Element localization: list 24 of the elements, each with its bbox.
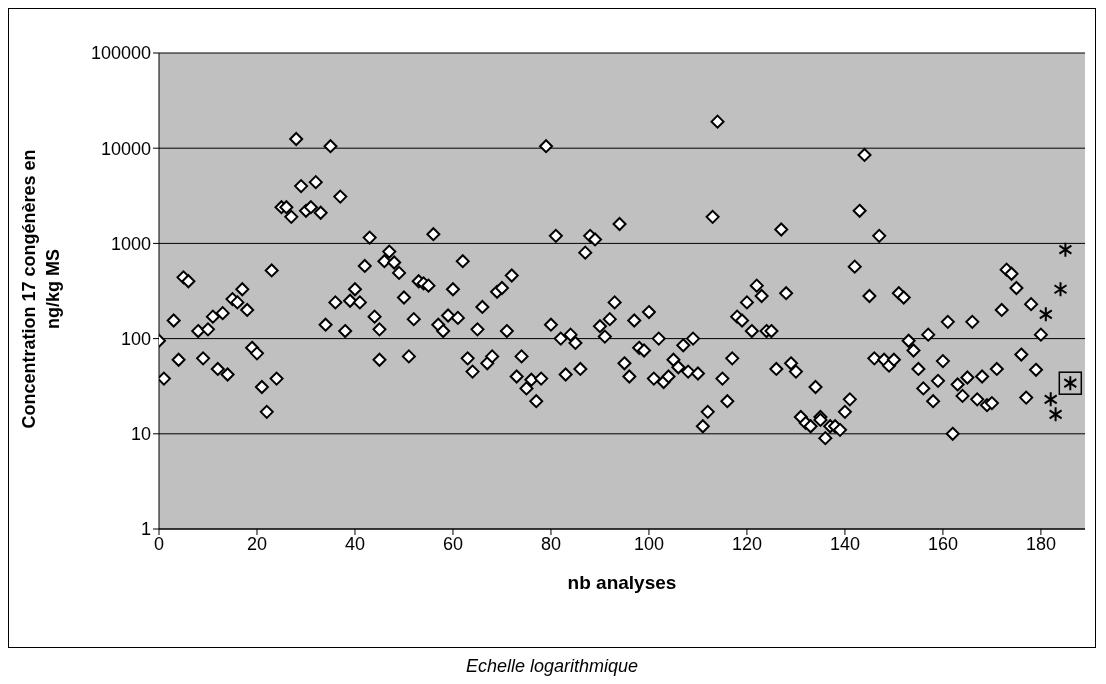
x-tick-label: 80 (540, 533, 561, 554)
x-tick-label: 100 (633, 533, 664, 554)
x-tick-label: 160 (927, 533, 958, 554)
y-axis-title: Concentration 17 congénères en ng/kg MS (18, 148, 64, 431)
x-tick-label: 60 (442, 533, 463, 554)
x-tick-label: 20 (246, 533, 268, 554)
point (1058, 241, 1073, 258)
point (1048, 406, 1063, 423)
x-axis-title: nb analyses (567, 572, 677, 593)
text: Echelle logarithmique (464, 656, 640, 677)
x-tick-label: 180 (1025, 533, 1056, 554)
y-tick-label: 100 (120, 328, 151, 349)
point (1038, 306, 1053, 323)
y-tick-label: 10000 (100, 138, 151, 159)
point (1043, 391, 1058, 408)
x-tick-label: 40 (344, 533, 365, 554)
y-tick-label: 100000 (90, 43, 151, 64)
y-tick-label: 10 (130, 424, 151, 445)
x-tick-label: 120 (731, 533, 762, 554)
point (1053, 281, 1068, 298)
y-tick-label: 1 (140, 519, 151, 540)
y-tick-label: 1000 (110, 233, 151, 254)
x-tick-label: 0 (153, 533, 165, 554)
x-tick-label: 140 (829, 533, 860, 554)
